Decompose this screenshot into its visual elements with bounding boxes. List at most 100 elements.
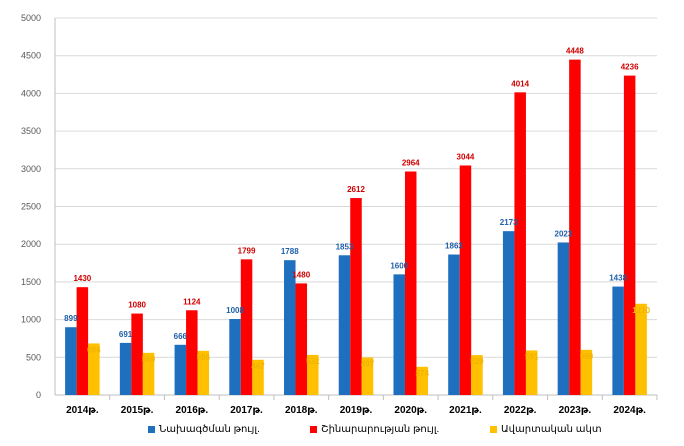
bar <box>186 310 198 395</box>
bar <box>612 286 624 395</box>
bar <box>361 357 374 395</box>
legend-item-completion: Ավարտական ակտ <box>490 424 602 435</box>
data-label: 2964 <box>402 159 420 168</box>
bar <box>240 259 253 395</box>
bar <box>65 327 77 395</box>
data-labels: 899 1430 684 691 1080 559 666 1124 586 1008 1799 46… <box>64 47 650 378</box>
bar <box>197 350 210 395</box>
x-tick-label: 2024թ. <box>613 405 646 416</box>
y-tick-label: 2000 <box>21 239 41 249</box>
y-tick-label: 5000 <box>21 13 41 23</box>
y-tick-label: 1500 <box>21 277 41 287</box>
y-tick-label: 4000 <box>21 88 41 98</box>
bar <box>416 366 428 395</box>
data-label: 599 <box>580 352 594 361</box>
data-label: 467 <box>251 362 265 371</box>
legend-swatch-design <box>148 426 155 433</box>
bar <box>393 274 405 395</box>
bar <box>252 359 264 395</box>
y-tick-label: 3000 <box>21 164 41 174</box>
data-label: 3044 <box>457 152 475 161</box>
y-tick-label: 500 <box>26 352 41 362</box>
x-tick-label: 2016թ. <box>176 405 209 416</box>
data-label: 1080 <box>128 301 146 310</box>
y-tick-label: 4500 <box>21 51 41 61</box>
bar <box>514 92 526 396</box>
data-label: 4448 <box>566 47 584 56</box>
data-label: 1853 <box>336 242 354 251</box>
data-label: 532 <box>306 357 320 366</box>
data-label: 559 <box>142 355 156 364</box>
data-label: 1124 <box>183 297 201 306</box>
data-label: 1600 <box>390 261 408 270</box>
bar <box>448 254 460 395</box>
bar <box>459 165 472 395</box>
legend-item-construction: Շինարարության թույլ. <box>310 424 439 435</box>
bar <box>307 354 319 395</box>
y-axis-ticks: 0 500 1000 1500 2000 2500 3000 3500 4000 4500 5000 <box>21 13 41 400</box>
legend-label-design: Նախագծման թույլ. <box>159 424 260 435</box>
bar <box>557 242 570 395</box>
x-tick-label: 2017թ. <box>230 405 263 416</box>
bar <box>525 350 538 395</box>
bar <box>229 318 241 395</box>
bar <box>295 283 308 395</box>
bar <box>119 342 132 395</box>
bar <box>350 198 362 395</box>
data-label: 2173 <box>500 218 518 227</box>
data-label: 684 <box>87 345 101 354</box>
data-label: 1438 <box>609 274 627 283</box>
data-label: 1430 <box>73 274 91 283</box>
data-label: 586 <box>197 353 211 362</box>
data-label: 2612 <box>347 185 365 194</box>
bar <box>635 303 647 395</box>
data-label: 1863 <box>445 242 463 251</box>
data-label: 2023 <box>555 229 573 238</box>
bar <box>404 171 417 395</box>
y-tick-label: 3500 <box>21 126 41 136</box>
legend-label-construction: Շինարարության թույլ. <box>321 424 440 435</box>
bar <box>174 344 187 395</box>
data-label: 4014 <box>511 79 529 88</box>
data-label: 666 <box>174 332 188 341</box>
x-tick-label: 2014թ. <box>66 405 99 416</box>
x-tick-label: 2019թ. <box>340 405 373 416</box>
data-label: 529 <box>470 357 484 366</box>
x-tick-label: 2020թ. <box>394 405 427 416</box>
x-axis-ticks: 2014թ. 2015թ. 2016թ. 2017թ. 2018թ. 2019թ. 2020… <box>66 395 658 416</box>
data-label: 1480 <box>292 270 310 279</box>
data-label: 691 <box>119 330 133 339</box>
data-label: 374 <box>416 369 430 378</box>
legend-swatch-construction <box>310 426 317 433</box>
data-label: 591 <box>525 352 539 361</box>
data-label: 1210 <box>632 306 650 315</box>
legend-label-completion: Ավարտական ակտ <box>501 424 602 435</box>
data-label: 4236 <box>621 63 639 72</box>
legend: Նախագծման թույլ. Շինարարության թույլ. Ավ… <box>0 424 684 442</box>
x-tick-label: 2021թ. <box>449 405 482 416</box>
bar <box>471 355 483 395</box>
data-label: 899 <box>64 314 78 323</box>
x-tick-label: 2023թ. <box>559 405 592 416</box>
y-tick-label: 2500 <box>21 202 41 212</box>
y-tick-label: 1000 <box>21 315 41 325</box>
bar <box>88 343 100 395</box>
y-tick-label: 0 <box>36 390 41 400</box>
bar <box>569 59 581 396</box>
bar <box>284 260 296 395</box>
bar <box>623 75 636 396</box>
x-tick-label: 2018թ. <box>285 405 318 416</box>
x-tick-label: 2022թ. <box>504 405 537 416</box>
data-label: 1799 <box>238 246 256 255</box>
legend-item-design: Նախագծման թույլ. <box>148 424 260 435</box>
bars <box>65 59 647 396</box>
bar <box>76 287 89 395</box>
x-tick-label: 2015թ. <box>121 405 154 416</box>
bar <box>502 231 515 395</box>
data-label: 497 <box>361 360 375 369</box>
bar <box>131 313 143 395</box>
data-label: 1788 <box>281 247 299 256</box>
data-label: 1008 <box>226 306 244 315</box>
bar <box>338 255 351 395</box>
